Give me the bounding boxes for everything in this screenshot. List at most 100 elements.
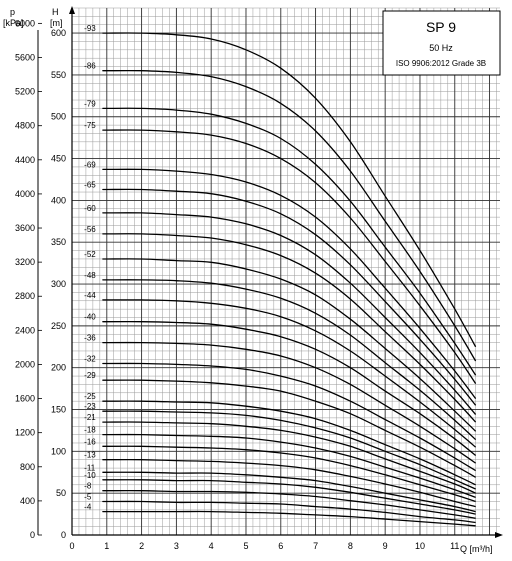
y-tick-label: 350 bbox=[51, 237, 66, 247]
x-tick-label: 0 bbox=[69, 541, 74, 551]
pump-curve-stage-18 bbox=[102, 433, 476, 499]
p-tick-label: 3200 bbox=[15, 257, 35, 267]
p-tick-label: 0 bbox=[30, 530, 35, 540]
x-tick-label: 10 bbox=[415, 541, 425, 551]
p-tick-labels: 0 400 800 1200 1600 2000 2400 2800 3200 3600 4000 4… bbox=[15, 18, 42, 540]
p-tick-label: 2400 bbox=[15, 325, 35, 335]
x-tick-label: 3 bbox=[174, 541, 179, 551]
y-tick-label: 500 bbox=[51, 112, 66, 122]
stage-label: -60 bbox=[84, 204, 96, 213]
stage-label: -25 bbox=[84, 392, 96, 401]
stage-labels: -93 -86 -79 -75 -69 -65 -60 -56 -52 -48 -44 -40 -36 -… bbox=[84, 24, 96, 511]
pump-curve-stage-69 bbox=[102, 168, 477, 399]
p-tick-label: 1200 bbox=[15, 428, 35, 438]
y-tick-label: 400 bbox=[51, 195, 66, 205]
pump-curve-stage-23 bbox=[102, 410, 476, 490]
x-tick-label: 11 bbox=[450, 541, 459, 551]
x-tick-label: 5 bbox=[243, 541, 248, 551]
pump-curve-stage-52 bbox=[102, 258, 477, 432]
y-tick-label: 200 bbox=[51, 363, 66, 373]
pump-curve-stage-36 bbox=[102, 341, 476, 464]
stage-label: -5 bbox=[84, 493, 92, 502]
y-axis-arrow bbox=[69, 6, 75, 14]
chart-standard: ISO 9906:2012 Grade 3B bbox=[396, 59, 486, 68]
p-tick-label: 6000 bbox=[15, 18, 35, 28]
stage-label: -11 bbox=[84, 463, 96, 472]
pump-curve-stage-48 bbox=[102, 279, 477, 441]
pump-curve-stage-86 bbox=[102, 69, 477, 362]
p-tick-label: 4400 bbox=[15, 155, 35, 165]
stage-label: -44 bbox=[84, 291, 96, 300]
p-axis-unit: [kPa] bbox=[3, 18, 24, 28]
pump-curve-stage-60 bbox=[102, 212, 477, 415]
y-tick-label: 550 bbox=[51, 70, 66, 80]
y-tick-label: 450 bbox=[51, 154, 66, 164]
p-tick-label: 800 bbox=[20, 462, 35, 472]
stage-label: -21 bbox=[84, 413, 96, 422]
chart-title: SP 9 bbox=[426, 19, 456, 35]
pump-curve-stage-29 bbox=[102, 379, 476, 478]
stage-label: -32 bbox=[84, 355, 96, 364]
p-tick-label: 1600 bbox=[15, 394, 35, 404]
axes bbox=[37, 6, 503, 538]
stage-label: -52 bbox=[84, 250, 96, 259]
pump-curve-stage-11 bbox=[102, 471, 476, 513]
p-tick-label: 4800 bbox=[15, 121, 35, 131]
h-axis-unit: [m] bbox=[50, 18, 63, 28]
p-tick-label: 4000 bbox=[15, 189, 35, 199]
pump-curve-stage-40 bbox=[102, 321, 477, 457]
p-axis-symbol: p bbox=[10, 7, 15, 17]
x-tick-labels: 0 1 2 3 4 5 6 7 8 9 10 11 bbox=[69, 541, 459, 551]
y-tick-label: 100 bbox=[51, 446, 66, 456]
pump-curve-stage-93 bbox=[102, 32, 477, 348]
p-tick-label: 5600 bbox=[15, 52, 35, 62]
pump-curve-stage-25 bbox=[102, 400, 476, 486]
stage-label: -40 bbox=[84, 313, 96, 322]
p-tick-label: 2000 bbox=[15, 359, 35, 369]
stage-label: -16 bbox=[84, 437, 96, 446]
p-tick-label: 5200 bbox=[15, 87, 35, 97]
grid-major bbox=[71, 8, 500, 536]
y-tick-label: 0 bbox=[61, 530, 66, 540]
stage-label: -13 bbox=[84, 451, 96, 460]
x-tick-label: 4 bbox=[209, 541, 214, 551]
chart-subtitle: 50 Hz bbox=[429, 43, 453, 53]
pump-curve-stage-13 bbox=[102, 459, 476, 508]
pump-curve-stage-75 bbox=[102, 129, 477, 384]
stage-label: -29 bbox=[84, 371, 96, 380]
pump-curve-stage-44 bbox=[102, 299, 477, 448]
stage-label: -4 bbox=[84, 503, 92, 512]
stage-label: -75 bbox=[84, 121, 96, 130]
pump-curve-stage-65 bbox=[102, 188, 477, 406]
stage-label: -56 bbox=[84, 225, 96, 234]
y-tick-label: 250 bbox=[51, 321, 66, 331]
p-tick-label: 2800 bbox=[15, 291, 35, 301]
x-axis-label: Q [m³/h] bbox=[460, 544, 493, 554]
stage-label: -23 bbox=[84, 402, 96, 411]
pump-curve-stage-10 bbox=[102, 479, 476, 515]
y-tick-label: 50 bbox=[56, 488, 66, 498]
title-box bbox=[382, 10, 501, 76]
stage-label: -79 bbox=[84, 99, 96, 108]
p-tick-label: 400 bbox=[20, 496, 35, 506]
pump-curves bbox=[102, 32, 477, 527]
x-tick-label: 2 bbox=[139, 541, 144, 551]
x-axis-arrow bbox=[495, 532, 503, 538]
y-tick-label: 300 bbox=[51, 279, 66, 289]
x-tick-label: 9 bbox=[383, 541, 388, 551]
pump-curve-stage-79 bbox=[102, 107, 477, 376]
p-tick-label: 3600 bbox=[15, 223, 35, 233]
stage-label: -18 bbox=[84, 426, 96, 435]
stage-label: -36 bbox=[84, 334, 96, 343]
x-tick-label: 8 bbox=[348, 541, 353, 551]
y-tick-labels: 0 50 100 150 200 250 300 350 400 450 500 550 600 bbox=[51, 28, 66, 540]
pump-curve-stage-8 bbox=[102, 489, 476, 519]
stage-label: -65 bbox=[84, 181, 96, 190]
x-tick-label: 6 bbox=[278, 541, 283, 551]
stage-label: -48 bbox=[84, 271, 96, 280]
h-axis-symbol: H bbox=[52, 7, 59, 17]
stage-label: -86 bbox=[84, 62, 96, 71]
x-tick-label: 1 bbox=[104, 541, 109, 551]
pump-curve-stage-21 bbox=[102, 421, 476, 494]
